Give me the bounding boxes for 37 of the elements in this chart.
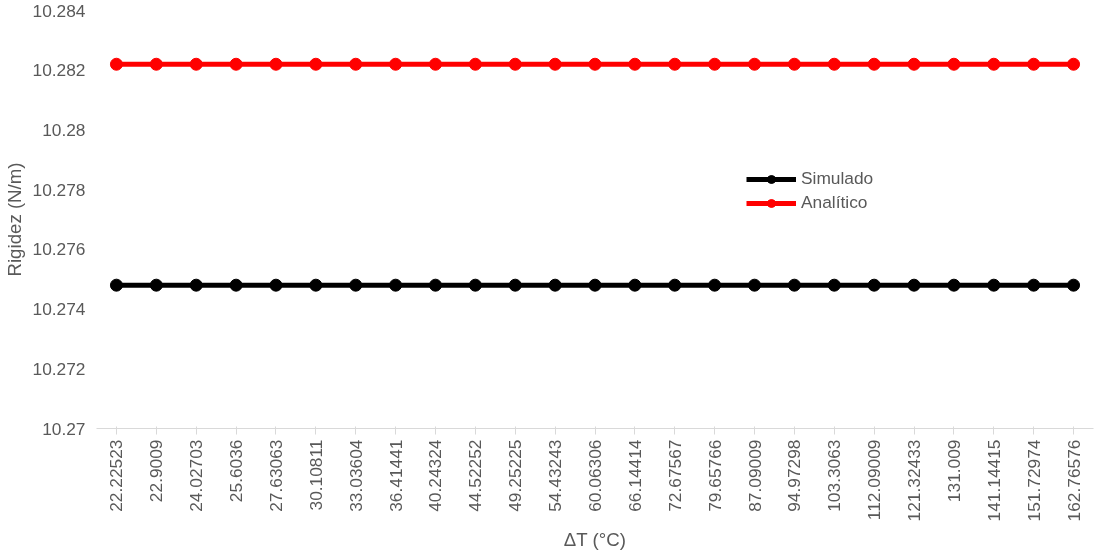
x-tick-label: 33.03604 — [345, 439, 366, 512]
x-tick-label: 141.14415 — [983, 439, 1004, 522]
y-tick-label: 10.28 — [42, 119, 86, 140]
x-tick-label: 25.6036 — [226, 439, 247, 503]
y-tick-label: 10.272 — [32, 358, 86, 379]
x-tick-label: 22.9009 — [146, 439, 167, 503]
y-tick-label: 10.282 — [32, 60, 86, 81]
x-tick-label: 22.22523 — [106, 439, 127, 512]
y-tick-label: 10.278 — [32, 179, 86, 200]
x-tick-label: 49.25225 — [505, 439, 526, 512]
x-tick-label: 24.02703 — [186, 439, 207, 512]
x-tick-label: 30.10811 — [305, 439, 326, 511]
legend-label: Simulado — [801, 168, 874, 189]
x-tick-label: 44.52252 — [465, 439, 486, 512]
x-tick-label: 94.97298 — [784, 439, 805, 512]
x-tick-label: 121.32433 — [904, 439, 925, 522]
y-tick-label: 10.27 — [42, 418, 86, 439]
x-tick-label: 36.41441 — [385, 439, 406, 512]
x-axis-title: ΔT (°C) — [563, 529, 626, 551]
x-tick-label: 66.14414 — [624, 439, 645, 512]
y-tick-label: 10.276 — [32, 239, 86, 260]
x-tick-label: 54.43243 — [545, 439, 566, 512]
legend-label: Analítico — [801, 192, 868, 213]
y-tick-label: 10.274 — [32, 299, 86, 320]
x-tick-label: 162.76576 — [1063, 439, 1084, 522]
y-tick-label: 10.284 — [32, 0, 86, 21]
x-tick-label: 87.09009 — [744, 439, 765, 512]
x-tick-label: 112.09009 — [864, 439, 885, 521]
x-tick-label: 103.3063 — [824, 439, 845, 512]
x-tick-label: 27.63063 — [265, 439, 286, 512]
x-tick-label: 72.67567 — [664, 439, 685, 512]
x-tick-label: 60.06306 — [585, 439, 605, 512]
x-tick-label: 131.009 — [943, 439, 964, 503]
x-tick-label: 40.24324 — [425, 439, 446, 512]
x-tick-label: 79.65766 — [704, 439, 725, 512]
y-axis-title: Rigidez (N/m) — [3, 162, 25, 277]
x-tick-label: 151.72974 — [1023, 439, 1044, 522]
